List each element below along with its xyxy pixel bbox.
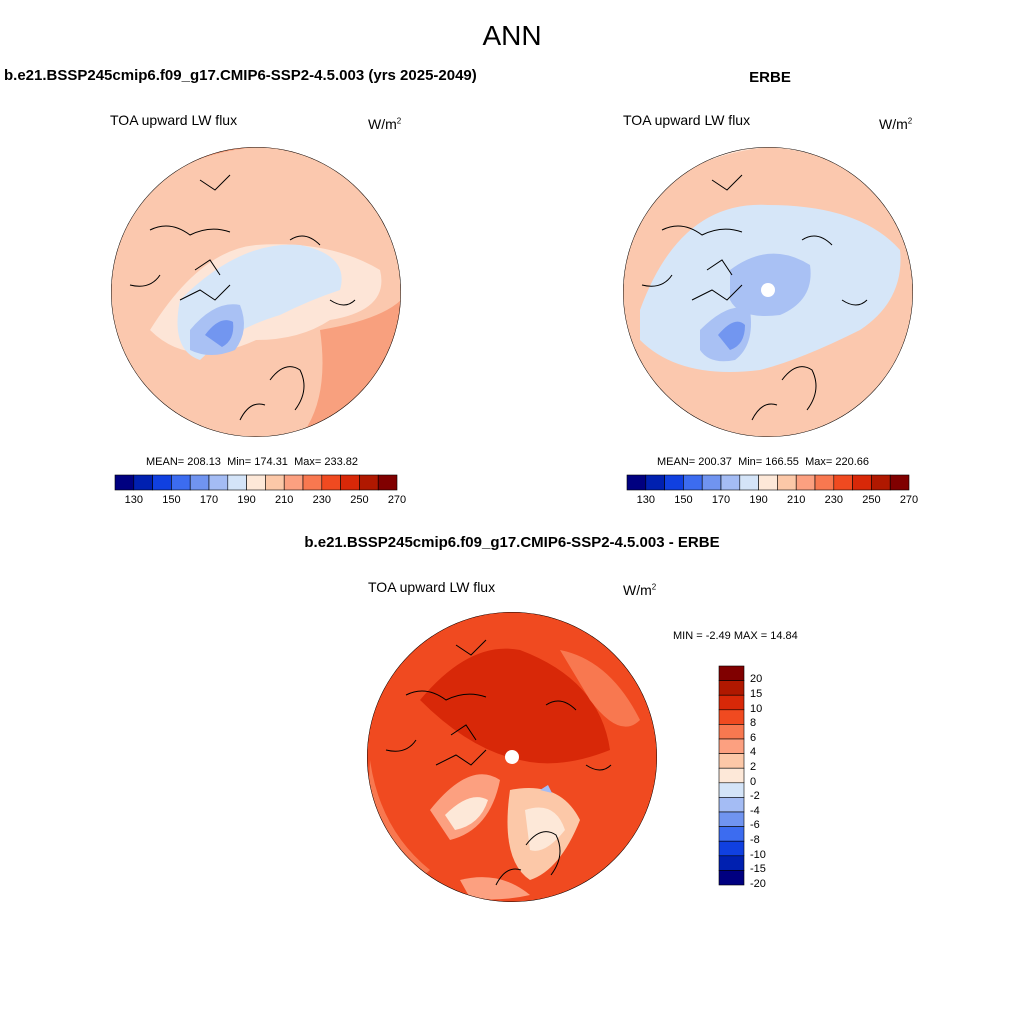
diff-colorbar-box (718, 738, 745, 754)
diff-colorbar-tick-label: 4 (750, 746, 757, 759)
left-colorbar-box (227, 474, 247, 491)
right-colorbar-box (795, 474, 816, 491)
diff-colorbar-box (718, 811, 745, 827)
right-colorbar-box (683, 474, 703, 491)
diff-units-label: W/m2 (623, 582, 657, 598)
left-panel-title: b.e21.BSSP245cmip6.f09_g17.CMIP6-SSP2-4.… (4, 67, 477, 84)
left-colorbar-tick-label: 250 (350, 494, 369, 506)
diff-colorbar-box (718, 665, 745, 681)
right-units-label: W/m2 (879, 116, 913, 132)
right-colorbar (626, 474, 910, 491)
left-colorbar-tick-label: 130 (124, 494, 143, 506)
right-colorbar-tick-label: 190 (749, 494, 768, 506)
diff-colorbar-tick-label: -4 (750, 804, 760, 817)
diff-colorbar-box (718, 826, 745, 842)
left-colorbar-box (283, 474, 304, 491)
right-variable-label: TOA upward LW flux (623, 112, 751, 128)
diff-colorbar-tick-label: 20 (750, 673, 763, 686)
right-panel-title: ERBE (749, 69, 791, 86)
left-colorbar-tick-label: 150 (162, 494, 181, 506)
diff-colorbar-tick-label: -15 (750, 863, 766, 876)
diff-colorbar (718, 665, 745, 886)
right-colorbar-box (833, 474, 853, 491)
diff-colorbar-box (718, 840, 745, 857)
diff-colorbar-tick-label: 6 (750, 731, 757, 744)
left-colorbar-box (152, 474, 172, 491)
diff-panel-title: b.e21.BSSP245cmip6.f09_g17.CMIP6-SSP2-4.… (304, 534, 720, 551)
diff-colorbar-box (718, 709, 745, 725)
right-colorbar-box (645, 474, 665, 491)
right-colorbar-box (777, 474, 797, 491)
left-variable-label: TOA upward LW flux (110, 112, 238, 128)
left-colorbar-box (246, 474, 266, 491)
diff-colorbar-box (718, 782, 745, 798)
diff-colorbar-box (718, 767, 745, 784)
left-colorbar-box (208, 474, 229, 491)
right-colorbar-tick-label: 170 (711, 494, 731, 506)
diff-colorbar-tick-label: 0 (750, 775, 757, 788)
diff-colorbar-tick-label: -2 (750, 790, 760, 803)
diff-colorbar-box (718, 724, 745, 740)
diff-colorbar-tick-label: -10 (750, 848, 766, 861)
left-colorbar-box (171, 474, 191, 491)
left-colorbar-box (302, 474, 323, 491)
diff-colorbar-tick-label: 2 (750, 760, 757, 773)
diff-colorbar-box (718, 870, 745, 886)
diff-colorbar-box (718, 855, 745, 871)
left-colorbar-tick-label: 230 (312, 494, 331, 506)
right-colorbar-tick-label: 130 (636, 494, 655, 506)
diff-colorbar-tick-label: 10 (750, 702, 763, 715)
right-colorbar-tick-label: 210 (787, 494, 806, 506)
right-colorbar-box (664, 474, 684, 491)
right-colorbar-box (626, 474, 647, 491)
left-colorbar-box (377, 474, 398, 491)
diff-colorbar-box (718, 694, 745, 711)
left-colorbar-tick-label: 190 (237, 494, 256, 506)
left-colorbar-box (265, 474, 285, 491)
left-units-label: W/m2 (368, 116, 402, 132)
left-stats: MEAN= 208.13 Min= 174.31 Max= 233.82 (146, 456, 358, 468)
diff-colorbar-tick-label: -6 (750, 819, 760, 832)
left-map (111, 147, 401, 437)
diff-colorbar-tick-label: 8 (750, 717, 757, 730)
right-colorbar-tick-label: 230 (824, 494, 843, 506)
diff-colorbar-tick-label: -8 (750, 833, 760, 846)
right-colorbar-box (871, 474, 891, 491)
diff-colorbar-box (718, 797, 745, 813)
right-colorbar-tick-label: 250 (862, 494, 881, 506)
right-colorbar-box (701, 474, 722, 491)
left-colorbar-box (340, 474, 360, 491)
right-colorbar-box (720, 474, 741, 491)
left-colorbar-box (189, 474, 210, 491)
diff-minmax: MIN = -2.49 MAX = 14.84 (673, 630, 798, 642)
left-colorbar-box (359, 474, 379, 491)
left-colorbar-tick-label: 210 (275, 494, 294, 506)
diff-variable-label: TOA upward LW flux (368, 579, 496, 595)
diff-colorbar-box (718, 753, 745, 769)
left-colorbar-box (133, 474, 153, 491)
left-colorbar-box (321, 474, 341, 491)
left-colorbar-box (114, 474, 135, 491)
left-colorbar-tick-label: 270 (387, 494, 407, 506)
right-stats: MEAN= 200.37 Min= 166.55 Max= 220.66 (657, 456, 869, 468)
diff-colorbar-box (718, 680, 745, 696)
diff-colorbar-tick-label: 15 (750, 687, 763, 700)
diff-map (367, 612, 657, 902)
right-colorbar-box (814, 474, 835, 491)
diff-colorbar-tick-label: -20 (750, 877, 766, 890)
page-title: ANN (482, 20, 542, 51)
left-colorbar-tick-label: 170 (199, 494, 219, 506)
right-colorbar-box (889, 474, 910, 491)
right-colorbar-box (758, 474, 778, 491)
right-map (623, 147, 913, 437)
right-colorbar-box (852, 474, 872, 491)
right-colorbar-tick-label: 270 (899, 494, 919, 506)
right-colorbar-tick-label: 150 (674, 494, 693, 506)
left-colorbar (114, 474, 398, 491)
right-colorbar-box (739, 474, 759, 491)
